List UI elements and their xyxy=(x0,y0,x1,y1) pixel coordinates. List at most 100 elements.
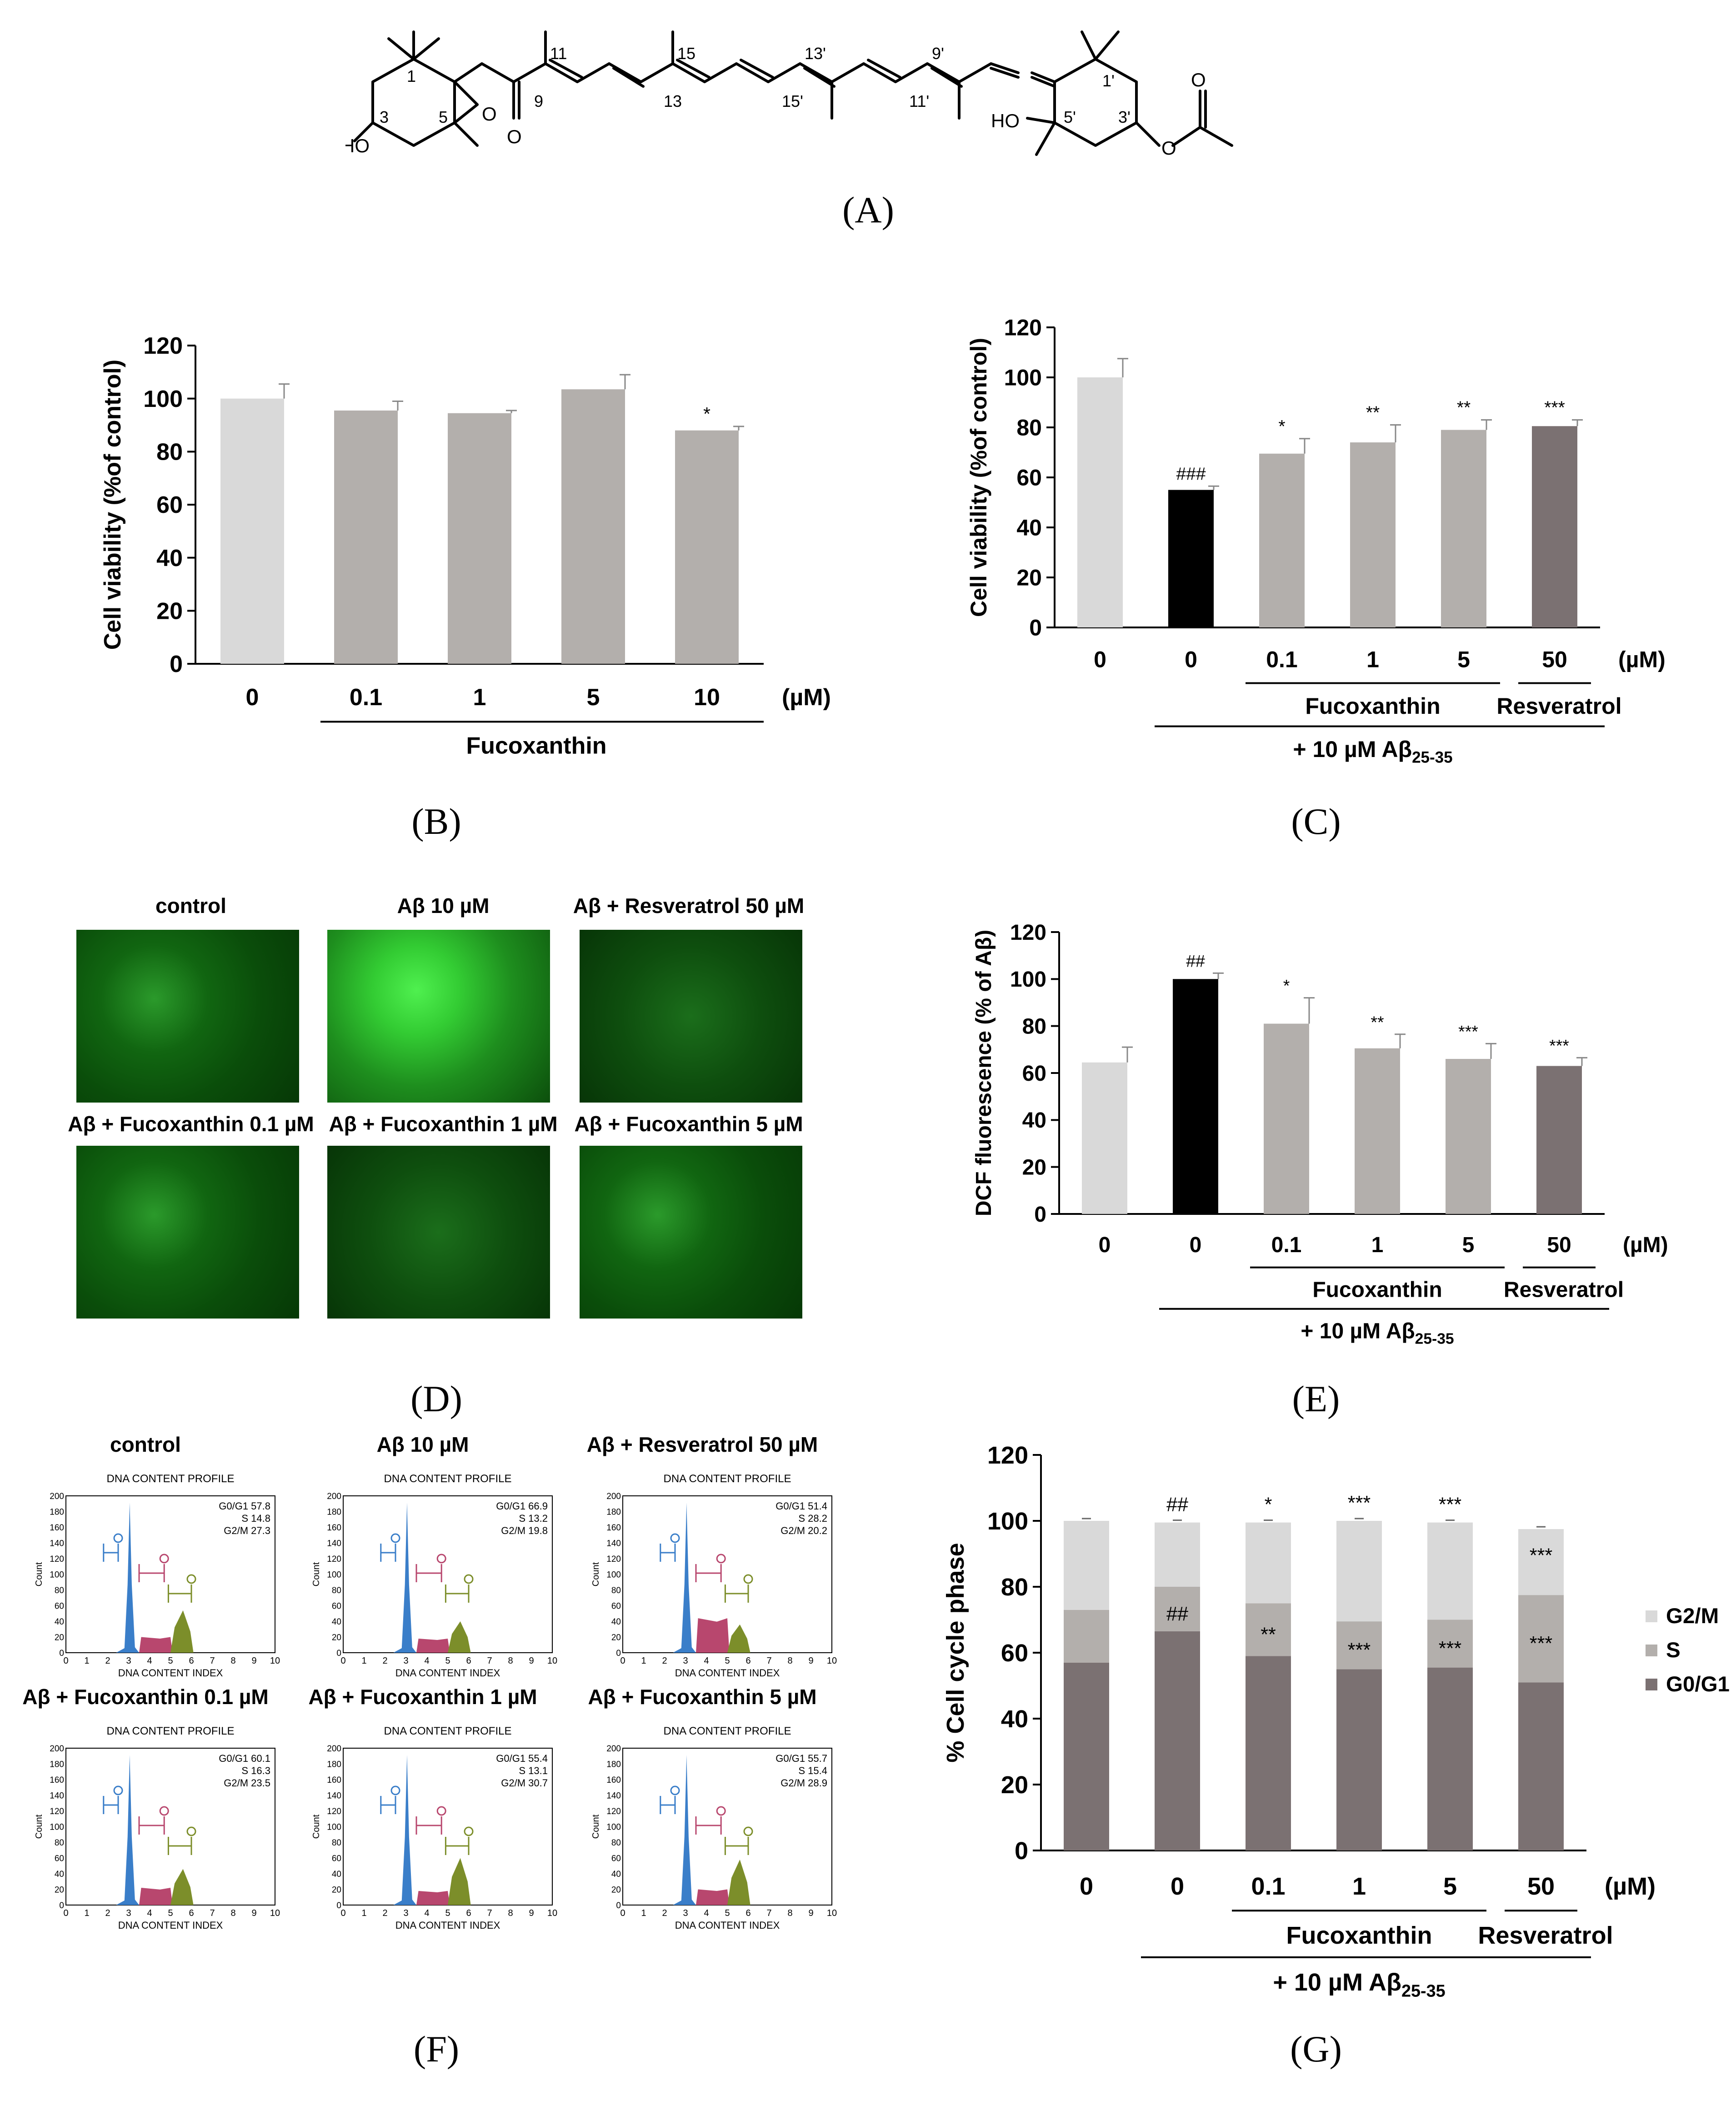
phase-stat: S 13.2 xyxy=(519,1513,548,1524)
y-tick-label: 100 xyxy=(50,1570,64,1580)
x-tick-label: 0.1 xyxy=(1266,647,1298,672)
y-tick-label: 200 xyxy=(327,1492,341,1501)
legend-label: S xyxy=(1666,1638,1681,1662)
y-tick-label: 100 xyxy=(143,386,183,412)
x-tick-label: 2 xyxy=(382,1908,387,1918)
x-tick-label: 5 xyxy=(168,1656,173,1666)
y-tick-label: 0 xyxy=(336,1649,341,1658)
x-tick-label: 0 xyxy=(1190,1233,1202,1257)
bar xyxy=(1350,442,1396,627)
y-tick-label: 100 xyxy=(50,1823,64,1832)
bar xyxy=(1077,377,1123,627)
y-tick-label: 100 xyxy=(1004,365,1042,391)
y-tick-label: 80 xyxy=(1016,415,1042,441)
y-axis-label: Count xyxy=(311,1562,321,1586)
phase-stat: G2/M 20.2 xyxy=(780,1525,827,1536)
histogram-header: DNA CONTENT PROFILE xyxy=(664,1473,791,1485)
svg-text:1: 1 xyxy=(407,67,416,85)
y-tick-label: 120 xyxy=(1004,315,1042,341)
y-tick-label: 180 xyxy=(327,1508,341,1517)
stacked-bar-segment xyxy=(1155,1587,1200,1631)
gate-s xyxy=(716,1554,726,1564)
bar xyxy=(1168,490,1214,627)
y-tick-label: 120 xyxy=(327,1807,341,1816)
svg-text:15': 15' xyxy=(782,92,803,110)
x-tick-label: 0 xyxy=(1099,1233,1111,1257)
bar xyxy=(1264,1023,1309,1214)
micrograph-fuco-1 xyxy=(327,1146,550,1319)
y-tick-label: 80 xyxy=(611,1838,621,1848)
x-tick-label: 7 xyxy=(210,1656,215,1666)
x-tick-label: 8 xyxy=(787,1908,792,1918)
y-tick-label: 80 xyxy=(332,1838,341,1848)
y-axis-label: DCF fluorescence (% of Aβ) xyxy=(972,930,996,1216)
y-tick-label: 100 xyxy=(606,1570,621,1580)
x-tick-label: 5 xyxy=(445,1908,450,1918)
x-axis-label: DNA CONTENT INDEX xyxy=(675,1667,780,1679)
phase-stat: S 14.8 xyxy=(241,1513,270,1524)
unit-label: (µM) xyxy=(1618,647,1666,672)
bar xyxy=(1536,1066,1582,1214)
svg-text:13': 13' xyxy=(805,44,826,63)
stacked-bar-segment xyxy=(1518,1595,1564,1683)
significance-label: ## xyxy=(1166,1494,1188,1516)
x-tick-label: 10 xyxy=(270,1908,280,1918)
phase-stat: S 28.2 xyxy=(798,1513,827,1524)
y-axis-label: Count xyxy=(591,1814,601,1839)
g2m-peak xyxy=(170,1610,194,1653)
gate-g0g1 xyxy=(113,1785,123,1795)
treatment-label: + 10 µM Aβ25-35 xyxy=(1293,737,1452,767)
y-tick-label: 100 xyxy=(1010,968,1046,992)
y-tick-label: 40 xyxy=(1016,515,1042,541)
x-tick-label: 50 xyxy=(1542,647,1567,672)
x-tick-label: 7 xyxy=(766,1908,771,1918)
gate-s xyxy=(159,1554,169,1564)
y-tick-label: 60 xyxy=(611,1854,621,1864)
y-tick-label: 80 xyxy=(55,1586,64,1595)
x-tick-label: 6 xyxy=(466,1908,471,1918)
significance-label: *** xyxy=(1544,398,1565,418)
x-tick-label: 9 xyxy=(251,1908,256,1918)
histogram-title: Aβ + Fucoxanthin 0.1 µM xyxy=(22,1685,269,1709)
g2m-peak xyxy=(448,1858,471,1905)
x-tick-label: 10 xyxy=(547,1656,557,1666)
panel-label-c: (C) xyxy=(1291,801,1341,842)
micrograph-title-fuco-5: Aβ + Fucoxanthin 5 µM xyxy=(574,1112,803,1136)
phase-stat: G2/M 30.7 xyxy=(501,1777,548,1789)
stacked-bar-segment xyxy=(1155,1631,1200,1850)
group-label-fucoxanthin: Fucoxanthin xyxy=(1312,1278,1442,1302)
x-tick-label: 0 xyxy=(1080,1873,1093,1900)
x-tick-label: 6 xyxy=(745,1908,750,1918)
micrograph-abeta xyxy=(327,930,550,1103)
x-tick-label: 7 xyxy=(210,1908,215,1918)
y-tick-label: 20 xyxy=(55,1633,64,1643)
x-tick-label: 3 xyxy=(126,1908,131,1918)
chart-g-cell-cycle-phase: 0204060801001200####0***0.1******1******… xyxy=(942,1442,1730,2001)
g2m-peak xyxy=(727,1859,750,1905)
gate-g2m xyxy=(743,1574,753,1584)
bar xyxy=(1532,426,1577,627)
bar xyxy=(1441,430,1486,627)
y-tick-label: 160 xyxy=(606,1523,621,1533)
x-tick-label: 1 xyxy=(1366,647,1379,672)
y-tick-label: 180 xyxy=(606,1760,621,1770)
gate-g0g1 xyxy=(113,1533,123,1543)
x-tick-label: 2 xyxy=(662,1908,667,1918)
x-tick-label: 1 xyxy=(84,1908,89,1918)
y-tick-label: 60 xyxy=(1016,465,1042,491)
y-tick-label: 160 xyxy=(327,1775,341,1785)
y-tick-label: 0 xyxy=(1015,1837,1028,1865)
y-tick-label: 100 xyxy=(987,1508,1028,1535)
y-tick-label: 0 xyxy=(170,651,183,677)
y-tick-label: 0 xyxy=(616,1649,621,1658)
significance-label: *** xyxy=(1439,1638,1462,1660)
significance-label: * xyxy=(1265,1494,1272,1516)
gate-g2m xyxy=(743,1826,753,1836)
stacked-bar-segment xyxy=(1427,1522,1473,1620)
phase-stat: G0/G1 57.8 xyxy=(219,1500,270,1512)
gate-s xyxy=(436,1554,446,1564)
panel-label-b: (B) xyxy=(411,801,461,842)
histogram-plot: DNA CONTENT PROFILE020406080100120140160… xyxy=(311,1725,557,1931)
phase-stat: G0/G1 55.4 xyxy=(496,1753,548,1764)
x-tick-label: 0.1 xyxy=(350,684,382,711)
